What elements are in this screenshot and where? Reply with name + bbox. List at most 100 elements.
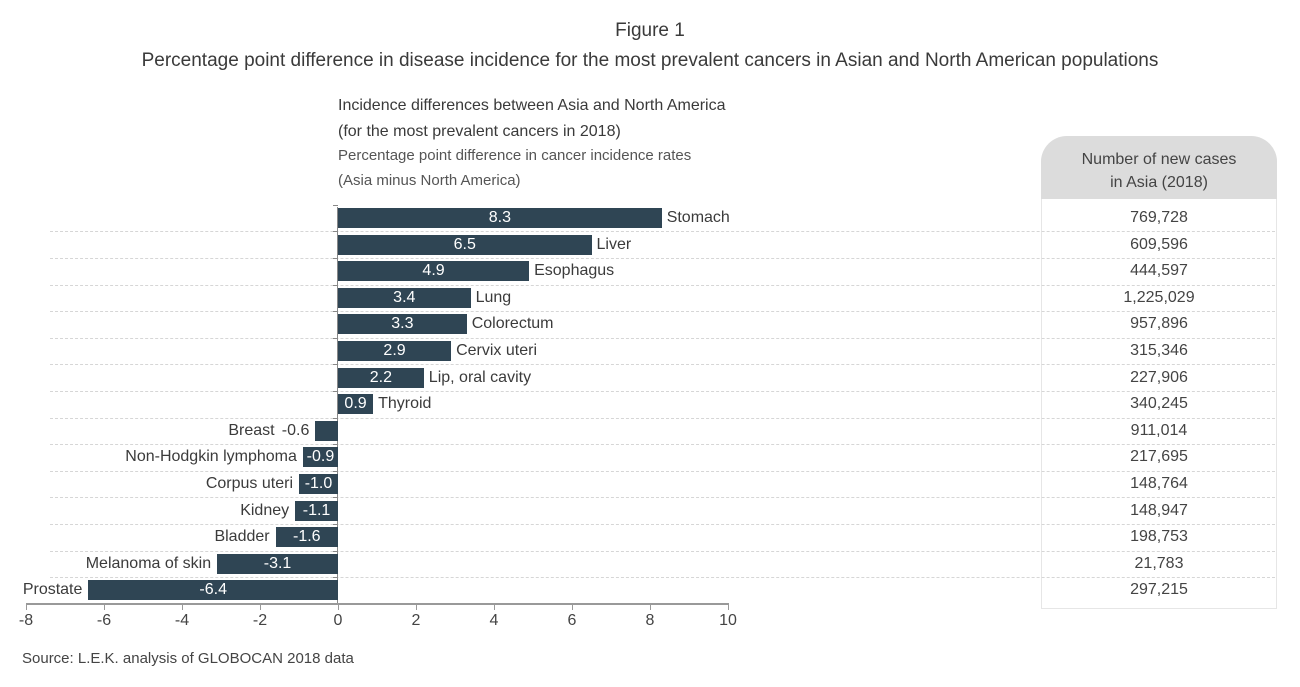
bar [338,288,471,308]
y-tick [333,551,338,552]
row-separator [50,311,1275,312]
category-label: Thyroid [378,395,432,412]
bar-value-label: 4.9 [422,262,445,279]
category-label: Lip, oral cavity [428,369,532,386]
x-tick-label: 2 [411,612,421,629]
x-axis [26,603,729,605]
bar [295,501,338,521]
y-tick [333,311,338,312]
row-separator [50,391,1275,392]
cases-cell: 1,225,029 [1123,289,1195,306]
cases-cell: 198,753 [1130,528,1188,545]
category-label: Colorectum [471,315,554,332]
bar [338,235,592,255]
bar-value-label: -6.4 [199,581,227,598]
category-label: Prostate [22,581,83,598]
category-label: Kidney [240,502,290,519]
x-tick [416,603,417,610]
cases-cell: 957,896 [1130,315,1188,332]
y-tick [333,577,338,578]
y-tick [333,391,338,392]
bar-value-label: -1.0 [304,475,333,492]
category-label: Lung [475,289,512,306]
bar [338,341,452,361]
cases-cell: 769,728 [1130,209,1188,226]
bar [217,554,338,574]
y-tick [333,364,338,365]
bar [338,394,374,414]
row-separator [50,364,1275,365]
source-note: Source: L.E.K. analysis of GLOBOCAN 2018… [22,650,354,667]
category-label: Non-Hodgkin lymphoma [125,448,297,465]
chart-subtitle: Percentage point difference in cancer in… [338,143,691,193]
y-tick [333,418,338,419]
y-tick [333,497,338,498]
cases-table-header: Number of new cases in Asia (2018) [1041,136,1277,199]
row-separator [50,258,1275,259]
x-tick-label: -6 [96,612,112,629]
category-label: Liver [596,236,632,253]
y-tick [333,231,338,232]
row-separator [50,231,1275,232]
x-tick [182,603,183,610]
x-tick-label: 8 [645,612,655,629]
y-tick [333,471,338,472]
category-label: Stomach [666,209,730,226]
x-tick [260,603,261,610]
cases-table [1041,136,1277,609]
row-separator [50,338,1275,339]
cases-cell: 444,597 [1130,262,1188,279]
chart-subtitle-line2: (Asia minus North America) [338,172,521,189]
x-tick [338,603,339,610]
row-separator [50,444,1275,445]
cases-cell: 227,906 [1130,369,1188,386]
y-tick [333,524,338,525]
bar-value-label: -0.9 [306,448,335,465]
y-tick [333,205,338,206]
x-tick-label: -2 [252,612,268,629]
row-separator [50,524,1275,525]
cases-cell: 21,783 [1134,555,1184,572]
row-separator [50,551,1275,552]
bar-value-label: 3.3 [391,315,414,332]
y-tick [333,444,338,445]
row-separator [50,471,1275,472]
bar [338,261,530,281]
cases-cell: 315,346 [1130,342,1188,359]
x-tick-label: 4 [489,612,499,629]
x-tick [26,603,27,610]
cases-table-header-line1: Number of new cases [1081,151,1237,168]
bar-value-label: 6.5 [453,236,476,253]
y-axis [337,207,338,604]
category-label: Bladder [214,528,270,545]
x-tick-label: -8 [18,612,34,629]
cases-cell: 911,014 [1130,422,1188,439]
x-tick-label: 10 [719,612,737,629]
chart-title-line2: (for the most prevalent cancers in 2018) [338,123,621,140]
x-tick [494,603,495,610]
x-tick [572,603,573,610]
row-separator [50,418,1275,419]
bar [314,421,338,441]
bar-value-label: 2.2 [369,369,393,386]
bar-value-label: -3.1 [263,555,292,572]
chart-subtitle-line1: Percentage point difference in cancer in… [338,147,692,164]
figure-title: Percentage point difference in disease i… [141,50,1159,71]
y-tick [333,338,338,339]
chart-title-line1: Incidence differences between Asia and N… [338,97,726,114]
y-tick [333,258,338,259]
bar-value-label: 8.3 [488,209,511,226]
cases-cell: 148,764 [1130,475,1188,492]
category-label: Melanoma of skin [85,555,212,572]
figure-label: Figure 1 [615,20,685,41]
bar-value-label: -1.1 [302,502,331,519]
bar [338,368,424,388]
category-label: Corpus uteri [205,475,293,492]
bar-value-label: 0.9 [344,395,367,412]
row-separator [50,497,1275,498]
category-label: Breast [228,422,275,439]
bar-value-label: -0.6 [281,422,310,439]
cases-cell: 340,245 [1130,395,1188,412]
row-separator [50,285,1275,286]
bar [88,580,338,600]
